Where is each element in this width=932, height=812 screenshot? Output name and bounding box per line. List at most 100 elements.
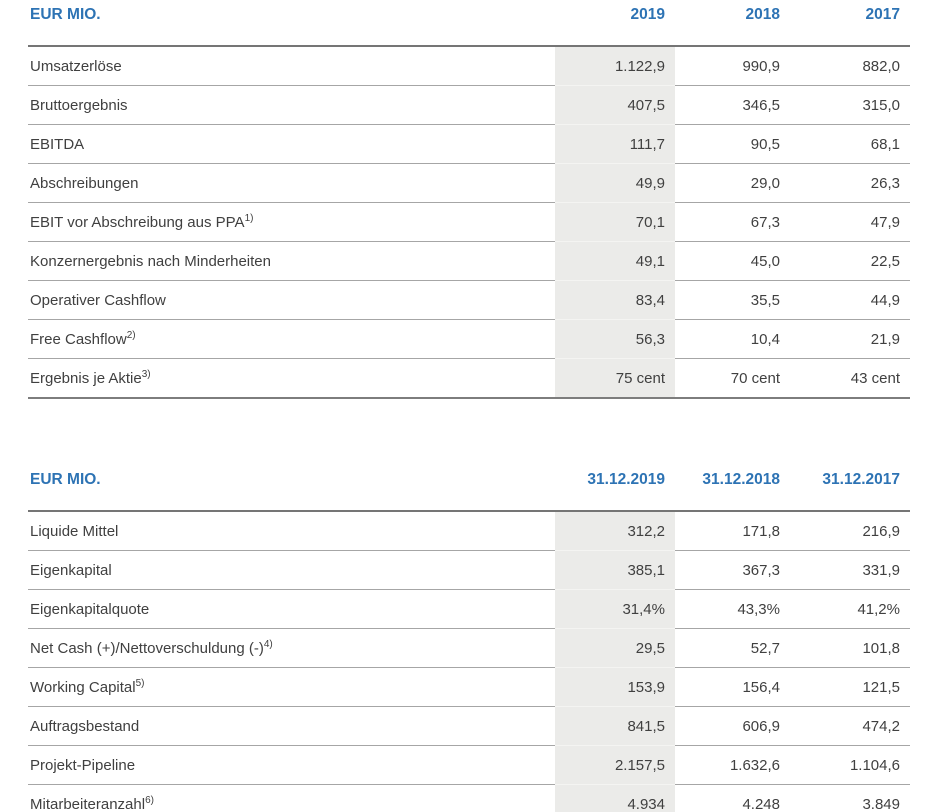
footnote-marker: 6) [145,794,154,806]
value-2018: 45,0 [675,241,790,281]
row-label-text: Free Cashflow [30,330,127,348]
value-2017: 216,9 [790,511,910,551]
value-2018: 29,0 [675,163,790,203]
table-row-operativer-cashflow: Operativer Cashflow 83,4 35,5 44,9 [28,280,910,320]
footnote-marker: 3) [141,368,151,380]
value-2019: 312,2 [555,511,675,551]
value-2019: 111,7 [555,124,675,164]
col-header-2019: 2019 [555,0,675,47]
table-row-konzernergebnis: Konzernergebnis nach Minderheiten 49,1 4… [28,241,910,281]
value-2018: 346,5 [675,85,790,125]
value-2017: 26,3 [790,163,910,203]
value-2017: 474,2 [790,706,910,746]
tables-divider-space [28,399,932,465]
row-label-text: Umsatzerlöse [30,57,122,75]
row-label: Mitarbeiteranzahl6) [28,784,555,812]
value-2018: 4.248 [675,784,790,812]
value-2018: 156,4 [675,667,790,707]
value-2017: 43 cent [790,358,910,399]
value-2018: 990,9 [675,46,790,86]
row-label-text: Net Cash (+)/Nettoverschuldung (-) [30,639,264,657]
row-label: Bruttoergebnis [28,85,555,125]
row-label: EBITDA [28,124,555,164]
table-title: EUR MIO. [28,465,555,512]
row-label: Projekt-Pipeline [28,745,555,785]
row-label: Working Capital5) [28,667,555,707]
value-2018: 10,4 [675,319,790,359]
value-2017: 315,0 [790,85,910,125]
row-label: Ergebnis je Aktie3) [28,358,555,399]
row-label: EBIT vor Abschreibung aus PPA1) [28,202,555,242]
income-key-figures-table: EUR MIO. 2019 2018 2017 Umsatzerlöse 1.1… [28,0,910,399]
row-label-text: Projekt-Pipeline [30,756,136,774]
row-label: Umsatzerlöse [28,46,555,86]
table-row-free-cashflow: Free Cashflow2) 56,3 10,4 21,9 [28,319,910,359]
value-2017: 41,2% [790,589,910,629]
row-label-text: Konzernergebnis nach Minderheiten [30,252,271,270]
value-2019: 70,1 [555,202,675,242]
header-row: EUR MIO. 31.12.2019 31.12.2018 31.12.201… [28,465,910,512]
col-header-2017: 2017 [790,0,910,47]
table-title: EUR MIO. [28,0,555,47]
footnote-marker: 4) [263,638,273,650]
row-label-text: Liquide Mittel [30,522,119,540]
value-2019: 153,9 [555,667,675,707]
value-2019: 75 cent [555,358,675,399]
col-header-31-12-2018: 31.12.2018 [675,465,790,512]
row-label-text: Eigenkapitalquote [30,600,150,618]
value-2017: 68,1 [790,124,910,164]
value-2017: 22,5 [790,241,910,281]
value-2017: 3.849 [790,784,910,812]
row-label-text: Ergebnis je Aktie [30,369,142,387]
value-2019: 2.157,5 [555,745,675,785]
value-2018: 367,3 [675,550,790,590]
value-2018: 90,5 [675,124,790,164]
value-2019: 56,3 [555,319,675,359]
value-2018: 1.632,6 [675,745,790,785]
value-2018: 43,3% [675,589,790,629]
table-row-projekt-pipeline: Projekt-Pipeline 2.157,5 1.632,6 1.104,6 [28,745,910,785]
row-label-text: Abschreibungen [30,174,139,192]
value-2019: 4.934 [555,784,675,812]
row-label-text: Operativer Cashflow [30,291,166,309]
value-2019: 407,5 [555,85,675,125]
table-row-abschreibungen: Abschreibungen 49,9 29,0 26,3 [28,163,910,203]
row-label: Liquide Mittel [28,511,555,551]
value-2017: 101,8 [790,628,910,668]
value-2017: 21,9 [790,319,910,359]
table-row-eigenkapital: Eigenkapital 385,1 367,3 331,9 [28,550,910,590]
table-row-liquide-mittel: Liquide Mittel 312,2 171,8 216,9 [28,511,910,551]
table-row-bruttoergebnis: Bruttoergebnis 407,5 346,5 315,0 [28,85,910,125]
table-row-ebitda: EBITDA 111,7 90,5 68,1 [28,124,910,164]
table-row-eigenkapitalquote: Eigenkapitalquote 31,4% 43,3% 41,2% [28,589,910,629]
table-row-ergebnis-je-aktie: Ergebnis je Aktie3) 75 cent 70 cent 43 c… [28,358,910,399]
value-2019: 31,4% [555,589,675,629]
value-2019: 1.122,9 [555,46,675,86]
value-2018: 606,9 [675,706,790,746]
value-2017: 121,5 [790,667,910,707]
row-label-text: EBIT vor Abschreibung aus PPA [30,213,245,231]
footnote-marker: 1) [244,212,254,224]
row-label-text: Eigenkapital [30,561,112,579]
footnote-marker: 5) [135,677,145,689]
row-label-text: Bruttoergebnis [30,96,128,114]
row-label: Net Cash (+)/Nettoverschuldung (-)4) [28,628,555,668]
value-2017: 44,9 [790,280,910,320]
value-2017: 882,0 [790,46,910,86]
row-label: Free Cashflow2) [28,319,555,359]
row-label: Eigenkapitalquote [28,589,555,629]
col-header-31-12-2017: 31.12.2017 [790,465,910,512]
value-2018: 52,7 [675,628,790,668]
row-label-text: Mitarbeiteranzahl [30,795,146,812]
value-2019: 49,1 [555,241,675,281]
table-row-umsatzerloese: Umsatzerlöse 1.122,9 990,9 882,0 [28,46,910,86]
value-2018: 67,3 [675,202,790,242]
row-label-text: Working Capital [30,678,136,696]
balance-key-figures-table: EUR MIO. 31.12.2019 31.12.2018 31.12.201… [28,465,910,812]
table-row-mitarbeiteranzahl: Mitarbeiteranzahl6) 4.934 4.248 3.849 [28,784,910,812]
row-label: Konzernergebnis nach Minderheiten [28,241,555,281]
header-row: EUR MIO. 2019 2018 2017 [28,0,910,47]
table-row-auftragsbestand: Auftragsbestand 841,5 606,9 474,2 [28,706,910,746]
value-2017: 47,9 [790,202,910,242]
